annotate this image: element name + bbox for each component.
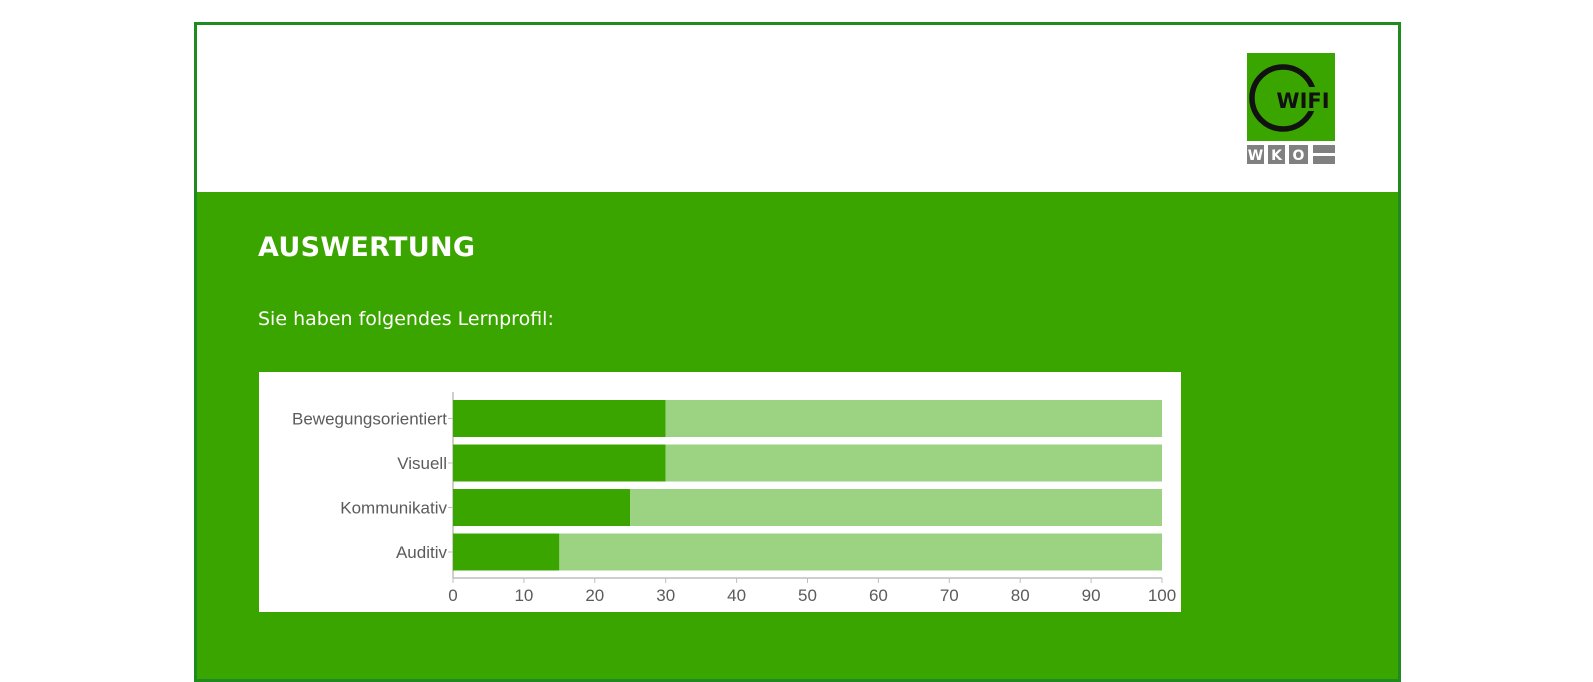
x-tick-label: 60 (869, 586, 888, 605)
x-tick-label: 80 (1011, 586, 1030, 605)
bar-remainder (665, 400, 1162, 437)
category-label: Kommunikativ (340, 499, 447, 518)
x-tick-label: 40 (727, 586, 746, 605)
page-frame: WIFI W K O AUSWERTUNG Sie haben folgende… (194, 22, 1401, 682)
x-tick-label: 90 (1082, 586, 1101, 605)
x-tick-label: 0 (448, 586, 457, 605)
bar-value (453, 444, 666, 482)
wifi-wko-logo: WIFI W K O (1247, 53, 1335, 164)
category-label: Visuell (397, 454, 447, 473)
results-section: AUSWERTUNG Sie haben folgendes Lernprofi… (197, 192, 1398, 679)
bar-value (453, 533, 560, 571)
bar-remainder (630, 489, 1162, 526)
x-tick-label: 30 (656, 586, 675, 605)
bar-remainder (559, 533, 1162, 571)
svg-text:K: K (1271, 148, 1283, 164)
x-tick-label: 10 (514, 586, 533, 605)
x-tick-label: 20 (585, 586, 604, 605)
header: WIFI W K O (197, 25, 1398, 192)
svg-text:O: O (1293, 148, 1305, 164)
x-tick-label: 70 (940, 586, 959, 605)
category-label: Auditiv (396, 543, 448, 562)
bar-value (453, 489, 631, 526)
bar-remainder (665, 444, 1162, 482)
x-tick-label: 50 (798, 586, 817, 605)
bar-value (453, 400, 666, 437)
category-label: Bewegungsorientiert (292, 410, 447, 429)
x-tick-label: 100 (1148, 586, 1176, 605)
page-subtitle: Sie haben folgendes Lernprofil: (258, 308, 554, 330)
svg-text:WIFI: WIFI (1276, 89, 1329, 113)
page-title: AUSWERTUNG (258, 232, 476, 263)
svg-text:W: W (1248, 148, 1263, 164)
learning-profile-chart: Bewegungsorientiert Visuell Kommunikativ Au… (259, 372, 1181, 612)
